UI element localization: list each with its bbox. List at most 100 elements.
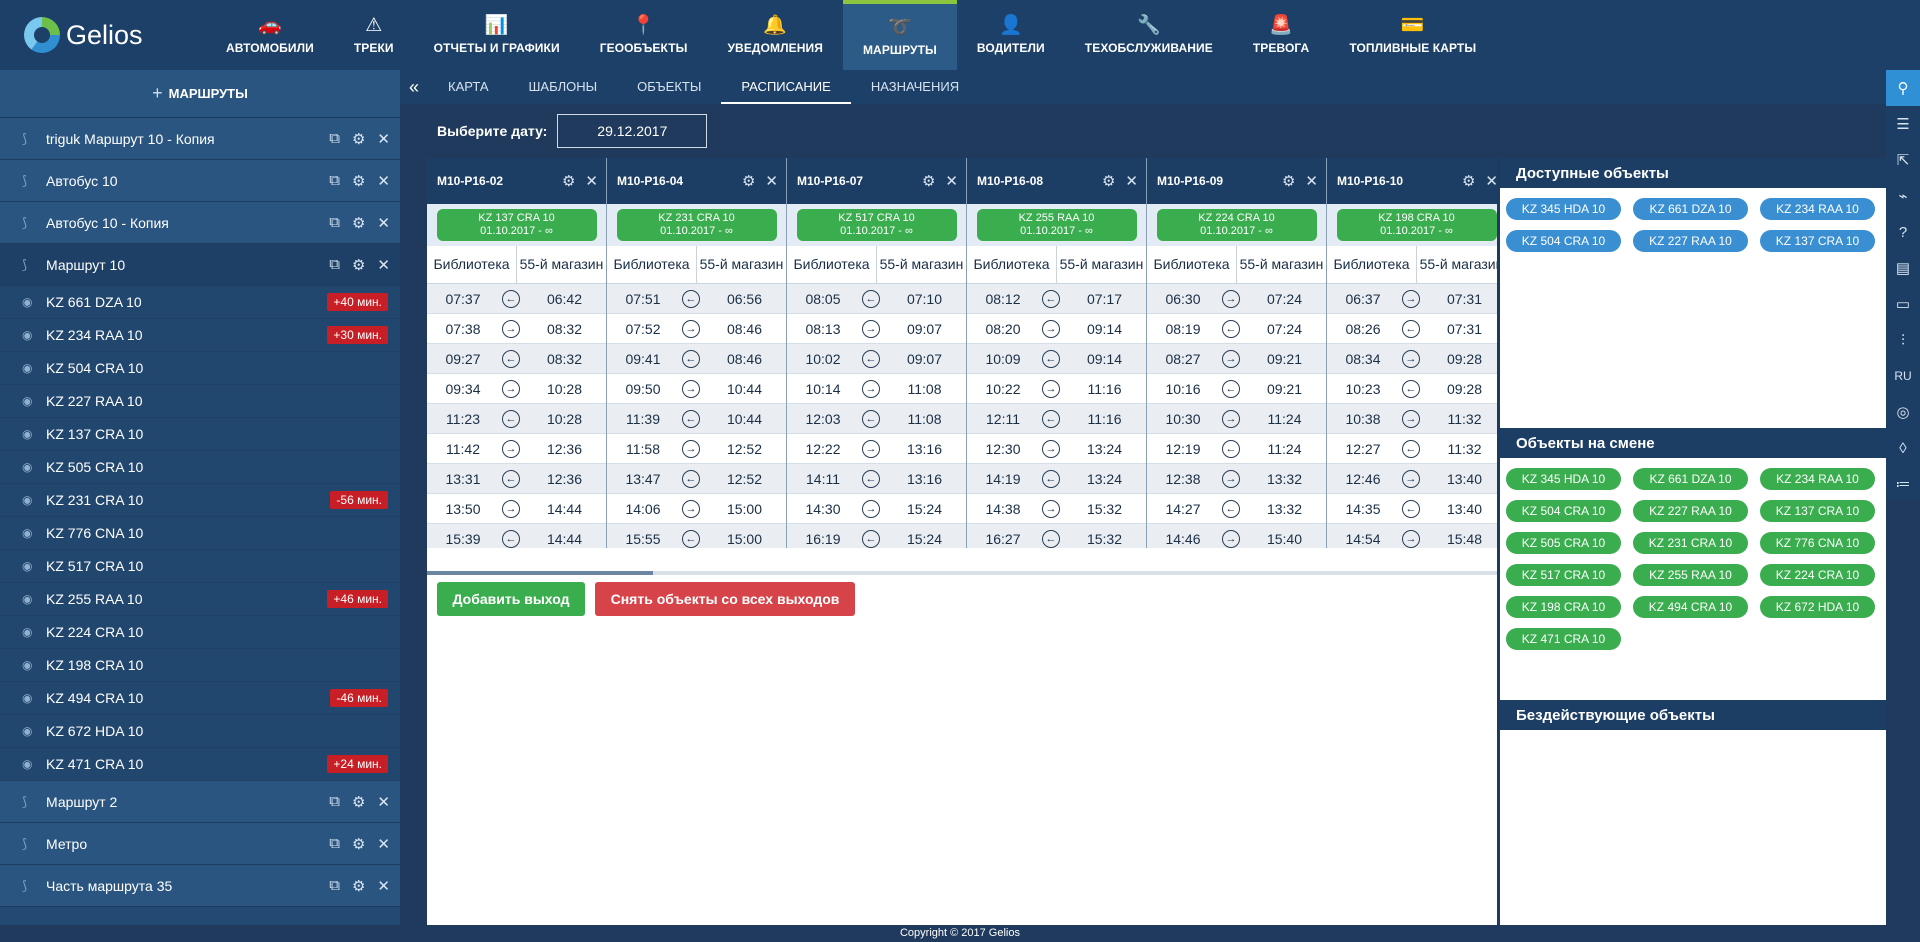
object-chip[interactable]: KZ 224 CRA 10 <box>1760 564 1875 586</box>
gear-icon[interactable]: ⚙ <box>1461 173 1476 190</box>
eye-icon[interactable]: ◉ <box>22 625 33 639</box>
horizontal-scrollbar[interactable] <box>427 571 1497 575</box>
object-chip[interactable]: KZ 505 CRA 10 <box>1506 532 1621 554</box>
object-item[interactable]: ◉ KZ 672 HDA 10 <box>0 715 400 748</box>
logo[interactable]: Gelios <box>0 0 206 70</box>
nav-item-3[interactable]: 📍 ГЕООБЪЕКТЫ <box>580 0 708 70</box>
tab-4[interactable]: НАЗНАЧЕНИЯ <box>870 79 960 94</box>
remove-all-objects-button[interactable]: Снять объекты со всех выходов <box>595 582 855 616</box>
object-chip[interactable]: KZ 234 RAA 10 <box>1760 468 1875 490</box>
copy-icon[interactable]: ⧉ <box>329 213 340 231</box>
close-icon[interactable]: ✕ <box>1305 173 1318 190</box>
nav-item-5[interactable]: ➰ МАРШРУТЫ <box>842 0 957 70</box>
close-icon[interactable]: ✕ <box>1125 173 1138 190</box>
add-route-button[interactable]: + МАРШРУТЫ <box>0 70 400 118</box>
route-item[interactable]: ⟆ triguk Маршрут 10 - Копия ⧉ ⚙ ✕ <box>0 118 400 160</box>
copy-icon[interactable]: ⧉ <box>329 129 340 147</box>
eye-icon[interactable]: ◉ <box>22 526 33 540</box>
object-chip[interactable]: KZ 661 DZA 10 <box>1633 198 1748 220</box>
object-item[interactable]: ◉ KZ 661 DZA 10 +40 мин. <box>0 286 400 319</box>
route-item[interactable]: ⟆ Автобус 10 - Копия ⧉ ⚙ ✕ <box>0 202 400 244</box>
object-item[interactable]: ◉ KZ 471 CRA 10 +24 мин. <box>0 748 400 781</box>
eye-icon[interactable]: ◉ <box>22 493 33 507</box>
close-icon[interactable]: ✕ <box>377 172 390 190</box>
bulb-icon[interactable]: ◎ <box>1896 404 1910 421</box>
close-icon[interactable]: ✕ <box>765 173 778 190</box>
eye-icon[interactable]: ◉ <box>22 427 33 441</box>
document-icon[interactable]: ▤ <box>1895 260 1911 277</box>
date-input[interactable] <box>557 114 708 148</box>
nav-item-2[interactable]: 📊 ОТЧЕТЫ И ГРАФИКИ <box>414 0 580 70</box>
gear-icon[interactable]: ⚙ <box>351 130 366 148</box>
object-item[interactable]: ◉ KZ 137 CRA 10 <box>0 418 400 451</box>
route-item[interactable]: ⟆ Часть маршрута 35 ⧉ ⚙ ✕ <box>0 865 400 907</box>
copy-icon[interactable]: ⧉ <box>329 171 340 189</box>
gear-icon[interactable]: ⚙ <box>351 835 366 853</box>
sliders-icon[interactable]: ⫶ <box>1901 331 1905 349</box>
object-item[interactable]: ◉ KZ 517 CRA 10 <box>0 550 400 583</box>
nav-item-6[interactable]: 👤 ВОДИТЕЛИ <box>957 0 1065 70</box>
route-item[interactable]: ⟆ Маршрут 2 ⧉ ⚙ ✕ <box>0 781 400 823</box>
assigned-object-pill[interactable]: KZ 137 CRA 10 01.10.2017 - ∞ <box>436 209 597 241</box>
object-item[interactable]: ◉ KZ 234 RAA 10 +30 мин. <box>0 319 400 352</box>
satellite-icon[interactable]: ⌁ <box>1898 188 1908 205</box>
nav-item-1[interactable]: ⚠ ТРЕКИ <box>334 0 414 70</box>
assigned-object-pill[interactable]: KZ 231 CRA 10 01.10.2017 - ∞ <box>616 209 777 241</box>
eye-icon[interactable]: ◉ <box>22 691 33 705</box>
object-item[interactable]: ◉ KZ 504 CRA 10 <box>0 352 400 385</box>
close-icon[interactable]: ✕ <box>1485 173 1497 190</box>
object-chip[interactable]: KZ 661 DZA 10 <box>1633 468 1748 490</box>
copy-icon[interactable]: ⧉ <box>329 792 340 810</box>
menu-icon[interactable]: ☰ <box>1896 116 1910 133</box>
eye-icon[interactable]: ◉ <box>22 328 33 342</box>
gear-icon[interactable]: ⚙ <box>351 793 366 811</box>
nav-item-9[interactable]: 💳 ТОПЛИВНЫЕ КАРТЫ <box>1329 0 1496 70</box>
add-exit-button[interactable]: Добавить выход <box>437 582 585 616</box>
route-item[interactable]: ⟆ Метро ⧉ ⚙ ✕ <box>0 823 400 865</box>
object-item[interactable]: ◉ KZ 198 CRA 10 <box>0 649 400 682</box>
list-icon[interactable]: ≔ <box>1895 476 1911 493</box>
assigned-object-pill[interactable]: KZ 198 CRA 10 01.10.2017 - ∞ <box>1336 209 1497 241</box>
close-icon[interactable]: ✕ <box>377 793 390 811</box>
object-chip[interactable]: KZ 517 CRA 10 <box>1506 564 1621 586</box>
object-chip[interactable]: KZ 494 CRA 10 <box>1633 596 1748 618</box>
object-chip[interactable]: KZ 776 CNA 10 <box>1760 532 1875 554</box>
eye-icon[interactable]: ◉ <box>22 460 33 474</box>
gear-icon[interactable]: ⚙ <box>351 172 366 190</box>
object-chip[interactable]: KZ 198 CRA 10 <box>1506 596 1621 618</box>
route-item[interactable]: ⟆ Автобус 10 ⧉ ⚙ ✕ <box>0 160 400 202</box>
drop-icon[interactable]: ◊ <box>1899 439 1907 457</box>
nav-item-4[interactable]: 🔔 УВЕДОМЛЕНИЯ <box>707 0 842 70</box>
object-chip[interactable]: KZ 227 RAA 10 <box>1633 500 1748 522</box>
eye-icon[interactable]: ◉ <box>22 592 33 606</box>
help-icon[interactable]: ? <box>1898 223 1908 241</box>
scrollbar-thumb[interactable] <box>427 571 653 575</box>
close-icon[interactable]: ✕ <box>585 173 598 190</box>
object-item[interactable]: ◉ KZ 231 CRA 10 -56 мин. <box>0 484 400 517</box>
nav-item-0[interactable]: 🚗 АВТОМОБИЛИ <box>206 0 334 70</box>
copy-icon[interactable]: ⧉ <box>329 834 340 852</box>
route-item-active[interactable]: ⟆ Маршрут 10 ⧉ ⚙ ✕ <box>0 244 400 286</box>
eye-icon[interactable]: ◉ <box>22 559 33 573</box>
eye-icon[interactable]: ◉ <box>22 757 33 771</box>
object-chip[interactable]: KZ 137 CRA 10 <box>1760 230 1875 252</box>
close-icon[interactable]: ✕ <box>945 173 958 190</box>
object-chip[interactable]: KZ 471 CRA 10 <box>1506 628 1621 650</box>
close-icon[interactable]: ✕ <box>377 835 390 853</box>
object-chip[interactable]: KZ 672 HDA 10 <box>1760 596 1875 618</box>
gear-icon[interactable]: ⚙ <box>1101 173 1116 190</box>
assigned-object-pill[interactable]: KZ 224 CRA 10 01.10.2017 - ∞ <box>1156 209 1317 241</box>
assigned-object-pill[interactable]: KZ 517 CRA 10 01.10.2017 - ∞ <box>796 209 957 241</box>
nav-item-8[interactable]: 🚨 ТРЕВОГА <box>1233 0 1329 70</box>
tab-3[interactable]: РАСПИСАНИЕ <box>721 70 851 104</box>
tab-2[interactable]: ОБЪЕКТЫ <box>637 79 702 94</box>
object-chip[interactable]: KZ 345 HDA 10 <box>1506 468 1621 490</box>
object-chip[interactable]: KZ 231 CRA 10 <box>1633 532 1748 554</box>
eye-icon[interactable]: ◉ <box>22 724 33 738</box>
object-chip[interactable]: KZ 255 RAA 10 <box>1633 564 1748 586</box>
object-item[interactable]: ◉ KZ 224 CRA 10 <box>0 616 400 649</box>
close-icon[interactable]: ✕ <box>377 214 390 232</box>
object-chip[interactable]: KZ 504 CRA 10 <box>1506 230 1621 252</box>
object-item[interactable]: ◉ KZ 255 RAA 10 +46 мин. <box>0 583 400 616</box>
eye-icon[interactable]: ◉ <box>22 295 33 309</box>
